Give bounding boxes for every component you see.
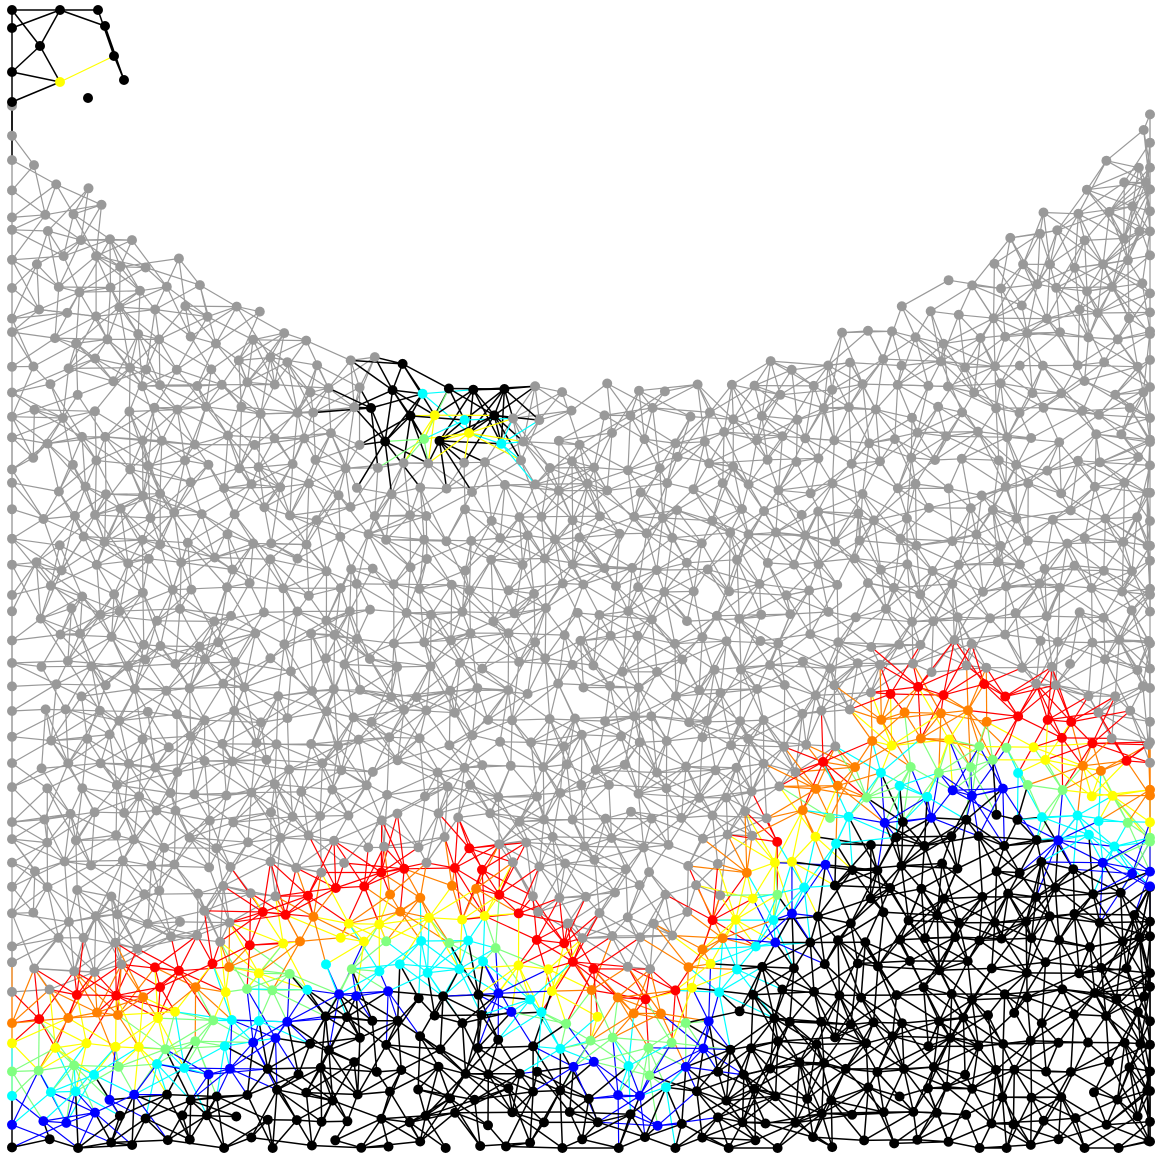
- edge: [251, 792, 301, 793]
- edge: [119, 267, 120, 307]
- edge: [115, 943, 116, 996]
- edge: [1058, 642, 1093, 643]
- edge: [161, 646, 200, 647]
- edge: [1041, 862, 1102, 863]
- edge: [994, 264, 995, 319]
- edge: [1098, 312, 1150, 313]
- edge: [394, 584, 452, 585]
- edge: [1062, 738, 1112, 739]
- edge: [863, 384, 898, 385]
- edge: [129, 368, 130, 412]
- edge: [1062, 738, 1063, 790]
- edge: [129, 412, 130, 470]
- edge: [545, 608, 546, 658]
- edge: [185, 306, 236, 307]
- edge: [1017, 773, 1018, 820]
- edge: [116, 785, 117, 835]
- page: (() => { const data = JSON.parse(documen…: [0, 0, 1167, 1158]
- edge: [105, 437, 106, 494]
- edge: [180, 922, 230, 923]
- edge: [229, 923, 230, 968]
- edge: [397, 666, 430, 667]
- edge: [779, 786, 837, 787]
- background: [0, 0, 1167, 1158]
- edge: [334, 635, 335, 689]
- edge: [289, 770, 341, 771]
- network-graph: [0, 0, 1167, 1158]
- edge: [784, 685, 785, 747]
- edge: [326, 621, 327, 659]
- edge: [535, 484, 587, 485]
- edge: [867, 797, 928, 798]
- edge: [110, 239, 111, 287]
- edge: [59, 287, 111, 288]
- edge: [1026, 922, 1027, 973]
- edge: [209, 821, 210, 868]
- edge: [404, 868, 455, 869]
